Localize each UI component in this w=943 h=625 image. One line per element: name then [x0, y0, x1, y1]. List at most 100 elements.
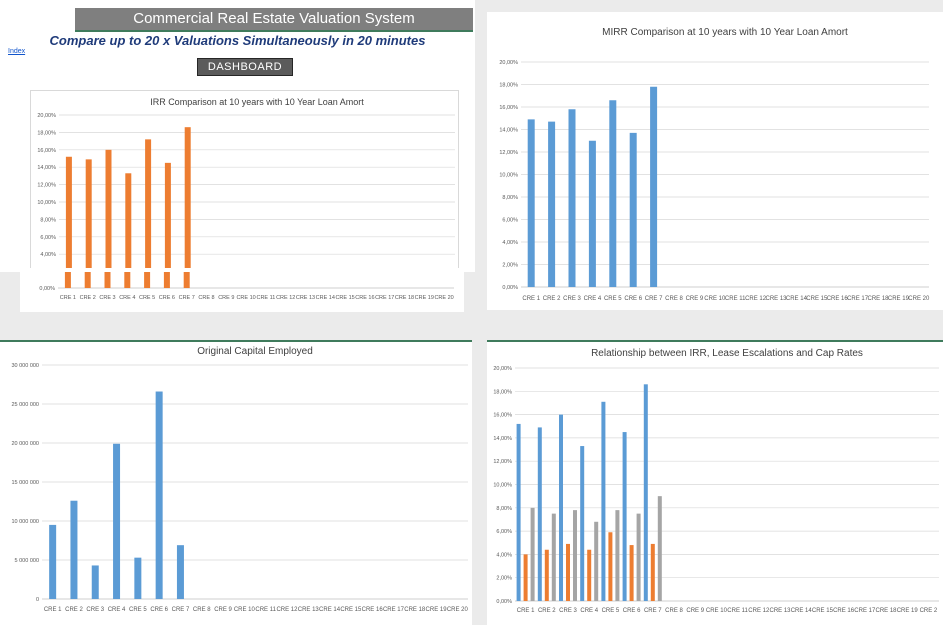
capital-category-label: CRE 16	[362, 607, 384, 613]
irr-y-tick-label: 4,00%	[40, 252, 56, 258]
relationship-bar	[537, 427, 542, 601]
irr-y-tick-label: 14,00%	[37, 165, 56, 171]
mirr-category-label: CRE 14	[786, 296, 808, 302]
irr-chart-axis-strip: 0,00% CRE 1 CRE 2 CRE 3 CRE 4 CRE 5 CRE 6 CRE 7…	[20, 268, 464, 312]
mirr-y-tick-label: 14,00%	[499, 128, 518, 134]
relationship-category-label: CRE 11	[727, 608, 748, 614]
mirr-category-label: CRE 9	[686, 296, 704, 302]
relationship-category-label: CRE 15	[812, 608, 834, 614]
relationship-category-label: CRE 7	[644, 608, 662, 614]
irr-chart-title: IRR Comparison at 10 years with 10 Year …	[150, 97, 364, 107]
irr-category-label: CRE 16	[355, 295, 374, 301]
relationship-category-label: CRE 14	[791, 608, 813, 614]
capital-category-label: CRE 18	[404, 607, 426, 613]
app-title: Commercial Real Estate Valuation System	[75, 8, 473, 32]
capital-category-label: CRE 8	[193, 607, 211, 613]
irr-y-tick-label: 18,00%	[37, 130, 56, 136]
capital-category-label: CRE 7	[172, 607, 190, 613]
relationship-y-tick-label: 20,00%	[493, 366, 512, 372]
relationship-y-tick-label: 10,00%	[493, 483, 512, 489]
relationship-category-label: CRE 16	[833, 608, 855, 614]
dashboard-panel: Commercial Real Estate Valuation System …	[0, 0, 475, 272]
relationship-category-label: CRE 18	[875, 608, 897, 614]
relationship-category-label: CRE 9	[686, 608, 704, 614]
irr-y-tick-label: 20,00%	[37, 113, 56, 119]
relationship-bar	[559, 414, 563, 601]
mirr-category-label: CRE 6	[624, 296, 642, 302]
relationship-bar	[629, 545, 634, 601]
irr-bar	[163, 272, 170, 288]
irr-category-label: CRE 17	[375, 295, 394, 301]
mirr-bar	[650, 86, 658, 287]
relationship-bar	[566, 543, 570, 601]
mirr-chart-title: MIRR Comparison at 10 years with 10 Year…	[602, 27, 848, 38]
relationship-bar	[530, 507, 535, 601]
relationship-category-label: CRE 1	[517, 608, 535, 614]
mirr-category-label: CRE 7	[645, 296, 663, 302]
relationship-bar	[622, 432, 627, 601]
mirr-category-label: CRE 3	[563, 296, 581, 302]
irr-y-tick-label: 6,00%	[40, 235, 56, 241]
mirr-category-label: CRE 15	[806, 296, 828, 302]
capital-category-label: CRE 14	[319, 607, 341, 613]
mirr-y-tick-label: 20,00%	[499, 60, 518, 66]
irr-bar	[64, 272, 71, 288]
irr-bar	[164, 162, 171, 272]
capital-category-label: CRE 11	[255, 607, 276, 613]
capital-category-label: CRE 15	[340, 607, 362, 613]
capital-category-label: CRE 13	[298, 607, 320, 613]
irr-bar	[105, 149, 112, 272]
relationship-bar	[601, 401, 606, 601]
capital-category-label: CRE 17	[383, 607, 405, 613]
irr-y-tick-label: 8,00%	[40, 217, 56, 223]
dashboard-button[interactable]: DASHBOARD	[197, 58, 293, 76]
irr-bar	[84, 272, 91, 288]
mirr-bar	[568, 109, 576, 287]
irr-bar	[85, 159, 92, 272]
irr-chart-frame: IRR Comparison at 10 years with 10 Year …	[30, 90, 459, 272]
mirr-chart: MIRR Comparison at 10 years with 10 Year…	[499, 27, 930, 302]
irr-category-label: CRE 14	[316, 295, 335, 301]
irr-category-label: CRE 15	[335, 295, 354, 301]
mirr-y-tick-label: 2,00%	[502, 263, 518, 269]
relationship-y-tick-label: 16,00%	[493, 413, 512, 419]
mirr-category-label: CRE 11	[725, 296, 746, 302]
capital-chart: Original Capital Employed 0 5 000 000 10 00…	[11, 346, 468, 613]
mirr-chart-panel: MIRR Comparison at 10 years with 10 Year…	[487, 12, 943, 310]
mirr-y-tick-label: 8,00%	[502, 195, 518, 201]
app-subtitle: Compare up to 20 x Valuations Simultaneo…	[49, 33, 426, 48]
irr-category-label: CRE 10	[236, 295, 255, 301]
relationship-y-tick-label: 0,00%	[496, 599, 512, 605]
capital-category-label: CRE 5	[129, 607, 147, 613]
irr-category-label: CRE 20	[434, 295, 453, 301]
relationship-bar	[587, 549, 592, 601]
capital-category-label: CRE 12	[276, 607, 298, 613]
mirr-y-tick-label: 16,00%	[499, 105, 518, 111]
irr-bar	[124, 272, 131, 288]
capital-y-tick-label: 25 000 000	[11, 402, 39, 408]
mirr-y-tick-label: 6,00%	[502, 218, 518, 224]
irr-y-tick-label: 0,00%	[39, 286, 55, 292]
capital-bar	[70, 500, 78, 599]
relationship-category-label: CRE 13	[769, 608, 791, 614]
capital-bar	[155, 391, 163, 599]
mirr-y-tick-label: 10,00%	[499, 173, 518, 179]
relationship-category-label: CRE 10	[706, 608, 728, 614]
mirr-bar	[548, 121, 556, 287]
irr-category-label: CRE 13	[296, 295, 315, 301]
capital-category-label: CRE 4	[108, 607, 126, 613]
capital-bar	[91, 565, 99, 599]
irr-category-label: CRE 19	[415, 295, 434, 301]
mirr-bar	[629, 132, 637, 287]
mirr-category-label: CRE 2	[543, 296, 561, 302]
capital-category-label: CRE 6	[150, 607, 168, 613]
relationship-y-tick-label: 6,00%	[496, 529, 512, 535]
relationship-bar	[523, 554, 528, 601]
mirr-category-label: CRE 13	[765, 296, 787, 302]
relationship-category-label: CRE 17	[854, 608, 876, 614]
capital-chart-panel: Original Capital Employed 0 5 000 000 10 00…	[0, 340, 472, 625]
index-link[interactable]: Index	[8, 48, 26, 55]
irr-y-tick-label: 12,00%	[37, 183, 56, 189]
irr-y-tick-label: 10,00%	[37, 200, 56, 206]
relationship-category-label: CRE 3	[559, 608, 577, 614]
